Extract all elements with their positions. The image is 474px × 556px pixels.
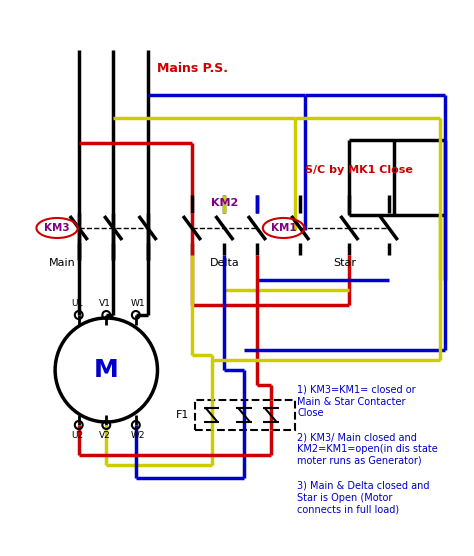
Text: F1: F1 bbox=[175, 410, 189, 420]
Bar bbox=[195, 400, 295, 430]
Text: Delta: Delta bbox=[210, 258, 239, 268]
Text: 1) KM3=KM1= closed or
Main & Star Contacter
Close: 1) KM3=KM1= closed or Main & Star Contac… bbox=[297, 385, 416, 418]
Text: W1: W1 bbox=[131, 299, 146, 308]
Text: V2: V2 bbox=[99, 431, 110, 440]
Text: Main: Main bbox=[49, 258, 75, 268]
Text: M: M bbox=[94, 358, 118, 382]
Text: W2: W2 bbox=[131, 431, 146, 440]
Text: KM2: KM2 bbox=[211, 198, 238, 208]
Text: 2) KM3/ Main closed and
KM2=KM1=open(in dis state
moter runs as Generator): 2) KM3/ Main closed and KM2=KM1=open(in … bbox=[297, 432, 438, 465]
Text: U1: U1 bbox=[71, 299, 83, 308]
Text: KM1: KM1 bbox=[271, 223, 296, 233]
Text: Mains P.S.: Mains P.S. bbox=[157, 62, 228, 75]
Text: Star: Star bbox=[333, 258, 356, 268]
Text: S/C by MK1 Close: S/C by MK1 Close bbox=[305, 165, 413, 175]
Text: V1: V1 bbox=[99, 299, 110, 308]
Text: 3) Main & Delta closed and
Star is Open (Motor
connects in full load): 3) Main & Delta closed and Star is Open … bbox=[297, 481, 430, 514]
Text: KM3: KM3 bbox=[44, 223, 70, 233]
Text: U2: U2 bbox=[71, 431, 83, 440]
